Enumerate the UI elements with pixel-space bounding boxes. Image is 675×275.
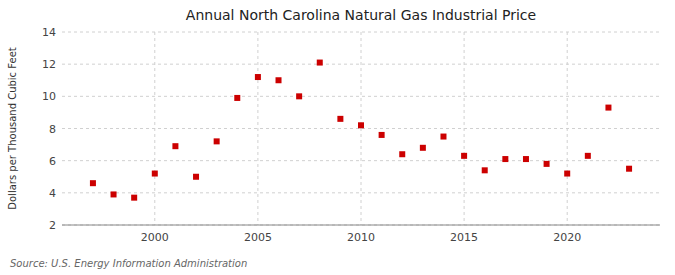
point <box>152 171 158 177</box>
point <box>626 166 632 172</box>
grid-line <box>154 32 155 225</box>
point <box>296 93 302 99</box>
plot-area <box>62 32 660 225</box>
point <box>193 174 199 180</box>
title: Annual North Carolina Natural Gas Indust… <box>186 7 536 23</box>
grid-line <box>257 32 258 225</box>
point <box>234 95 240 101</box>
grid-line <box>62 96 660 97</box>
tick-label: 4 <box>49 187 56 200</box>
point <box>523 156 529 162</box>
source-note: Source: U.S. Energy Information Administ… <box>10 258 247 269</box>
grid-line <box>62 225 660 226</box>
point <box>276 77 282 83</box>
y-axis-label: Dollars per Thousand Cubic Feet <box>7 47 18 210</box>
point <box>379 132 385 138</box>
chart: 2 4 6 8 10 12 14 2000 2005 2010 2015 2020 Annual Nor… <box>0 0 675 275</box>
point <box>399 151 405 157</box>
tick-label: 8 <box>49 123 56 136</box>
x-axis-line <box>62 225 660 226</box>
tick-label: 14 <box>42 26 56 39</box>
point <box>317 60 323 66</box>
point <box>420 145 426 151</box>
tick-label: 2 <box>49 219 56 232</box>
point <box>440 134 446 140</box>
tick-label: 10 <box>42 90 56 103</box>
tick-label: 2010 <box>347 231 375 244</box>
point <box>605 105 611 111</box>
tick-label: 12 <box>42 58 56 71</box>
point <box>544 161 550 167</box>
point <box>131 195 137 201</box>
point <box>564 171 570 177</box>
point <box>358 122 364 128</box>
point <box>585 153 591 159</box>
grid-line <box>567 32 568 225</box>
point <box>502 156 508 162</box>
grid-line <box>62 192 660 193</box>
point <box>482 167 488 173</box>
grid-line <box>464 32 465 225</box>
tick-label: 2015 <box>450 231 478 244</box>
grid-line <box>361 32 362 225</box>
point <box>461 153 467 159</box>
point <box>172 143 178 149</box>
points <box>90 60 632 201</box>
point <box>214 138 220 144</box>
tick-label: 2020 <box>553 231 581 244</box>
tick-label: 2005 <box>244 231 272 244</box>
tick-label: 6 <box>49 155 56 168</box>
point <box>90 180 96 186</box>
point <box>337 116 343 122</box>
point <box>111 191 117 197</box>
point <box>255 74 261 80</box>
tick-label: 2000 <box>141 231 169 244</box>
